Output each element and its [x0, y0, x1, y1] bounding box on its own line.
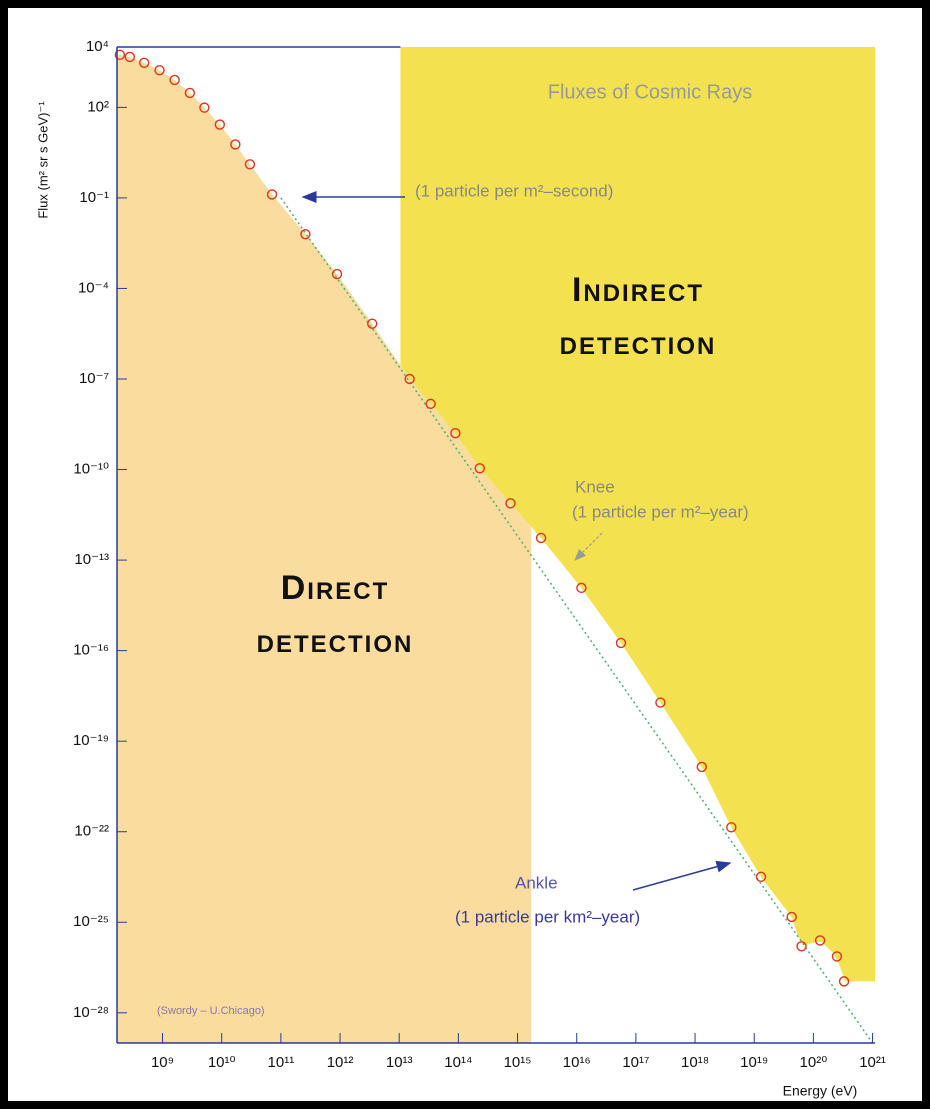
region: [117, 54, 532, 1044]
data-point: [300, 228, 311, 240]
data-point: [214, 119, 226, 130]
y-axis-label: Flux (m² sr s GeV)⁻¹: [35, 101, 50, 219]
data-point: [696, 761, 707, 773]
data-point: [404, 373, 415, 385]
data-point: [114, 49, 126, 61]
chart-title: Fluxes of Cosmic Rays: [548, 81, 753, 103]
data-point: [450, 428, 461, 439]
data-point: [615, 637, 627, 649]
data-point: [244, 159, 256, 170]
data-point: [831, 951, 843, 962]
data-point: [786, 911, 797, 923]
data-point: [367, 318, 378, 329]
data-point: [331, 268, 343, 280]
y-tick-label: 10⁻²⁵: [73, 913, 109, 930]
x-axis-label: Energy (eV): [783, 1083, 858, 1099]
y-tick-label: 10⁻²²: [74, 823, 109, 840]
x-tick-label: 10¹³: [386, 1054, 413, 1071]
data-point: [124, 51, 136, 63]
x-tick-label: 10¹¹: [268, 1054, 295, 1071]
fit-line: [280, 197, 874, 1044]
data-point: [139, 57, 150, 68]
x-tick-label: 10¹⁶: [563, 1054, 591, 1071]
x-tick-label: 10⁹: [151, 1054, 174, 1071]
data-point: [576, 582, 587, 594]
data-point: [505, 498, 516, 509]
y-tick-label: 10⁻¹³: [74, 551, 109, 568]
data-point: [814, 935, 826, 946]
arrow: [574, 532, 603, 561]
data-point: [726, 822, 737, 833]
region: [400, 47, 875, 982]
credit: (Swordy – U.Chicago): [157, 1005, 265, 1017]
y-tick-label: 10⁻¹⁶: [73, 642, 109, 659]
y-tick-label: 10⁻²⁸: [73, 1004, 109, 1021]
y-tick-label: 10²: [87, 98, 109, 115]
data-point: [755, 871, 767, 883]
annotation: (1 particle per km²–year): [455, 907, 640, 926]
data-point: [796, 941, 807, 952]
y-tick-label: 10⁻¹⁰: [73, 461, 109, 478]
x-tick-label: 10¹⁹: [740, 1054, 768, 1071]
data-point: [230, 139, 241, 150]
x-tick-label: 10¹⁵: [504, 1054, 532, 1071]
x-tick-label: 10²⁰: [800, 1054, 828, 1071]
annotation: (1 particle per m²–second): [415, 181, 613, 200]
x-tick-label: 10²¹: [859, 1054, 886, 1071]
annotation: Knee: [575, 477, 615, 496]
annotation: Ankle: [515, 873, 558, 892]
data-point: [199, 102, 210, 113]
y-tick-label: 10⁻¹: [79, 189, 109, 206]
x-tick-label: 10¹⁰: [208, 1054, 236, 1071]
annotation: (1 particle per m²–year): [572, 502, 749, 521]
y-tick-label: 10⁴: [86, 38, 109, 55]
region-label: detection: [257, 622, 414, 660]
x-tick-label: 10¹⁸: [681, 1054, 709, 1071]
data-point: [184, 87, 196, 99]
y-tick-label: 10⁻⁴: [78, 279, 109, 296]
region-label: Direct: [281, 569, 390, 607]
data-point: [655, 697, 666, 708]
data-point: [425, 398, 436, 410]
data-point: [535, 532, 547, 544]
region-label: Indirect: [572, 271, 704, 309]
x-tick-label: 10¹⁷: [622, 1054, 649, 1071]
data-point: [474, 463, 485, 474]
y-tick-label: 10⁻⁷: [79, 370, 109, 387]
y-tick-label: 10⁻¹⁹: [73, 732, 109, 749]
data-point: [838, 976, 850, 987]
data-point: [154, 65, 165, 76]
data-point: [169, 74, 180, 86]
x-tick-label: 10¹⁴: [444, 1054, 472, 1071]
region-label: detection: [560, 324, 717, 362]
arrow: [632, 860, 732, 891]
x-tick-label: 10¹²: [327, 1054, 354, 1071]
data-point: [266, 189, 278, 200]
